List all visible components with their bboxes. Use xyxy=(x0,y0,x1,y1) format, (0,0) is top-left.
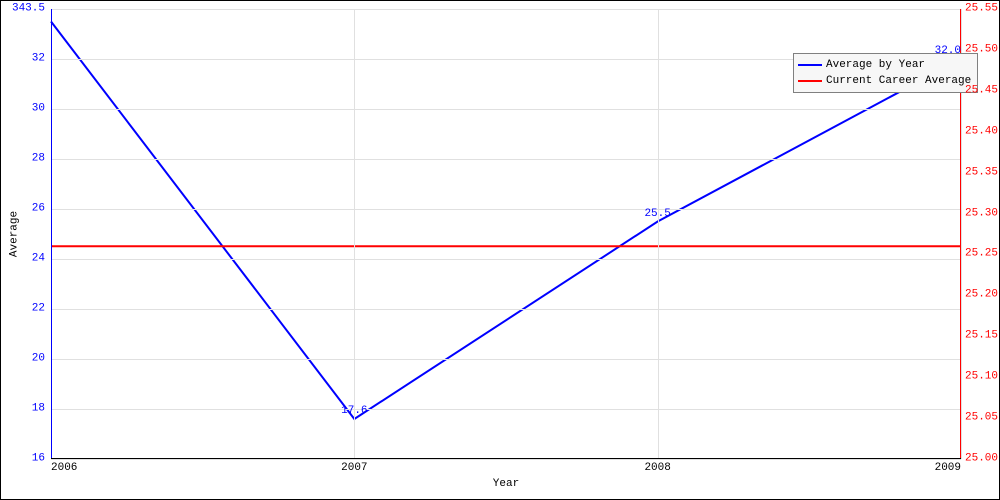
legend-item-career-average: Current Career Average xyxy=(798,73,971,89)
gridline-horizontal xyxy=(51,359,961,360)
x-tick-label: 2007 xyxy=(341,463,367,474)
y-right-tick-label: 25.40 xyxy=(965,126,998,137)
gridline-horizontal xyxy=(51,459,961,460)
y-left-tick-label: 16 xyxy=(32,454,45,465)
y-right-tick-label: 25.50 xyxy=(965,44,998,55)
y-right-tick-label: 25.45 xyxy=(965,85,998,96)
x-tick-label: 2006 xyxy=(51,463,77,474)
y-left-tick-label: 30 xyxy=(32,104,45,115)
gridline-horizontal xyxy=(51,309,961,310)
legend-swatch xyxy=(798,80,822,82)
legend-label: Average by Year xyxy=(826,59,925,71)
y-left-tick-label: 28 xyxy=(32,154,45,165)
legend-item-average-by-year: Average by Year xyxy=(798,57,971,73)
gridline-horizontal xyxy=(51,9,961,10)
y-left-axis-line xyxy=(51,9,52,459)
y-right-tick-label: 25.55 xyxy=(965,4,998,15)
y-right-tick-label: 25.25 xyxy=(965,249,998,260)
gridline-vertical xyxy=(354,9,355,459)
legend: Average by Year Current Career Average xyxy=(793,53,978,93)
gridline-horizontal xyxy=(51,109,961,110)
y-left-tick-label: 22 xyxy=(32,304,45,315)
chart-frame: 17.625.532.0 Average by Year Current Car… xyxy=(0,0,1000,500)
y-right-tick-label: 25.35 xyxy=(965,167,998,178)
legend-label: Current Career Average xyxy=(826,75,971,87)
y-right-tick-label: 25.15 xyxy=(965,331,998,342)
y-right-tick-label: 25.05 xyxy=(965,413,998,424)
data-point-label: 25.5 xyxy=(644,209,670,220)
x-tick-label: 2008 xyxy=(644,463,670,474)
gridline-horizontal xyxy=(51,209,961,210)
y-left-tick-label: 24 xyxy=(32,254,45,265)
y-right-tick-label: 25.30 xyxy=(965,208,998,219)
x-tick-label: 2009 xyxy=(935,463,961,474)
y-left-tick-label: 32 xyxy=(32,54,45,65)
y-right-tick-label: 25.10 xyxy=(965,372,998,383)
y-left-tick-label: 20 xyxy=(32,354,45,365)
gridline-horizontal xyxy=(51,409,961,410)
y-left-tick-label: 26 xyxy=(32,204,45,215)
legend-swatch xyxy=(798,64,822,66)
gridline-horizontal xyxy=(51,259,961,260)
y-right-tick-label: 25.00 xyxy=(965,454,998,465)
gridline-horizontal xyxy=(51,159,961,160)
data-point-label: 17.6 xyxy=(341,406,367,417)
x-axis-title: Year xyxy=(493,479,519,490)
y-right-tick-label: 25.20 xyxy=(965,290,998,301)
gridline-vertical xyxy=(658,9,659,459)
y-left-tick-label: 18 xyxy=(32,404,45,415)
y-left-tick-label: 343.5 xyxy=(12,4,45,15)
y-axis-title: Average xyxy=(10,211,21,257)
x-axis-line xyxy=(51,458,961,459)
